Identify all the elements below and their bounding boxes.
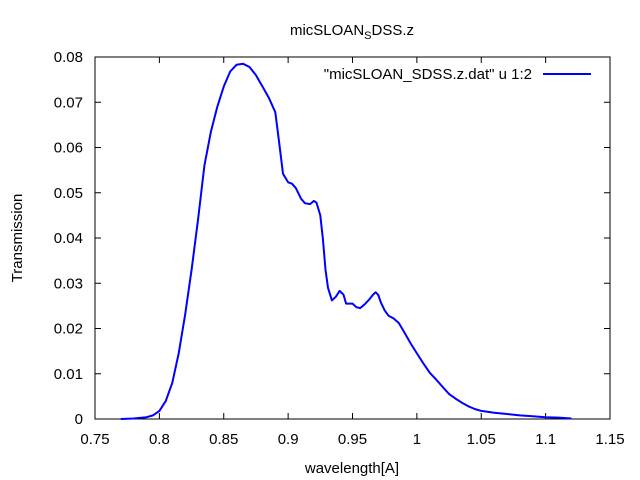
y-tick-label: 0.01: [54, 366, 83, 383]
y-tick-label: 0.03: [54, 275, 83, 292]
x-tick-label: 0.75: [80, 431, 109, 448]
y-tick-label: 0.05: [54, 185, 83, 202]
legend-label: "micSLOAN_SDSS.z.dat" u 1:2: [324, 66, 532, 83]
chart-title: micSLOANSDSS.z: [290, 22, 414, 42]
y-tick-label: 0.07: [54, 94, 83, 111]
x-tick-label: 1.1: [535, 431, 556, 448]
x-tick-label: 0.9: [278, 431, 299, 448]
x-tick-label: 0.95: [338, 431, 367, 448]
chart-title-suffix: DSS.z: [372, 22, 415, 39]
y-axis-label: Transmission: [9, 194, 26, 283]
series-line-micsloan-z: [120, 62, 572, 420]
y-axis: 0 0.01 0.02 0.03 0.04 0.05 0.06 0.07 0.08: [54, 49, 610, 428]
x-axis: 0.75 0.8 0.85 0.9 0.95 1 1.05 1.1 1.15: [80, 57, 625, 448]
x-tick-label: 1: [413, 431, 421, 448]
x-tick-label: 1.15: [595, 431, 624, 448]
x-tick-label: 0.85: [209, 431, 238, 448]
y-tick-label: 0.08: [54, 49, 83, 66]
y-tick-label: 0.04: [54, 230, 83, 247]
chart-title-main: micSLOAN: [290, 22, 364, 39]
x-axis-label: wavelength[A]: [304, 460, 399, 477]
legend: "micSLOAN_SDSS.z.dat" u 1:2: [324, 66, 591, 83]
x-tick-label: 0.8: [149, 431, 170, 448]
y-tick-label: 0.06: [54, 140, 83, 157]
plot-frame: [94, 56, 611, 420]
y-tick-label: 0: [75, 411, 83, 428]
y-tick-label: 0.02: [54, 321, 83, 338]
chart-title-subscript: S: [364, 30, 371, 42]
x-tick-label: 1.05: [467, 431, 496, 448]
